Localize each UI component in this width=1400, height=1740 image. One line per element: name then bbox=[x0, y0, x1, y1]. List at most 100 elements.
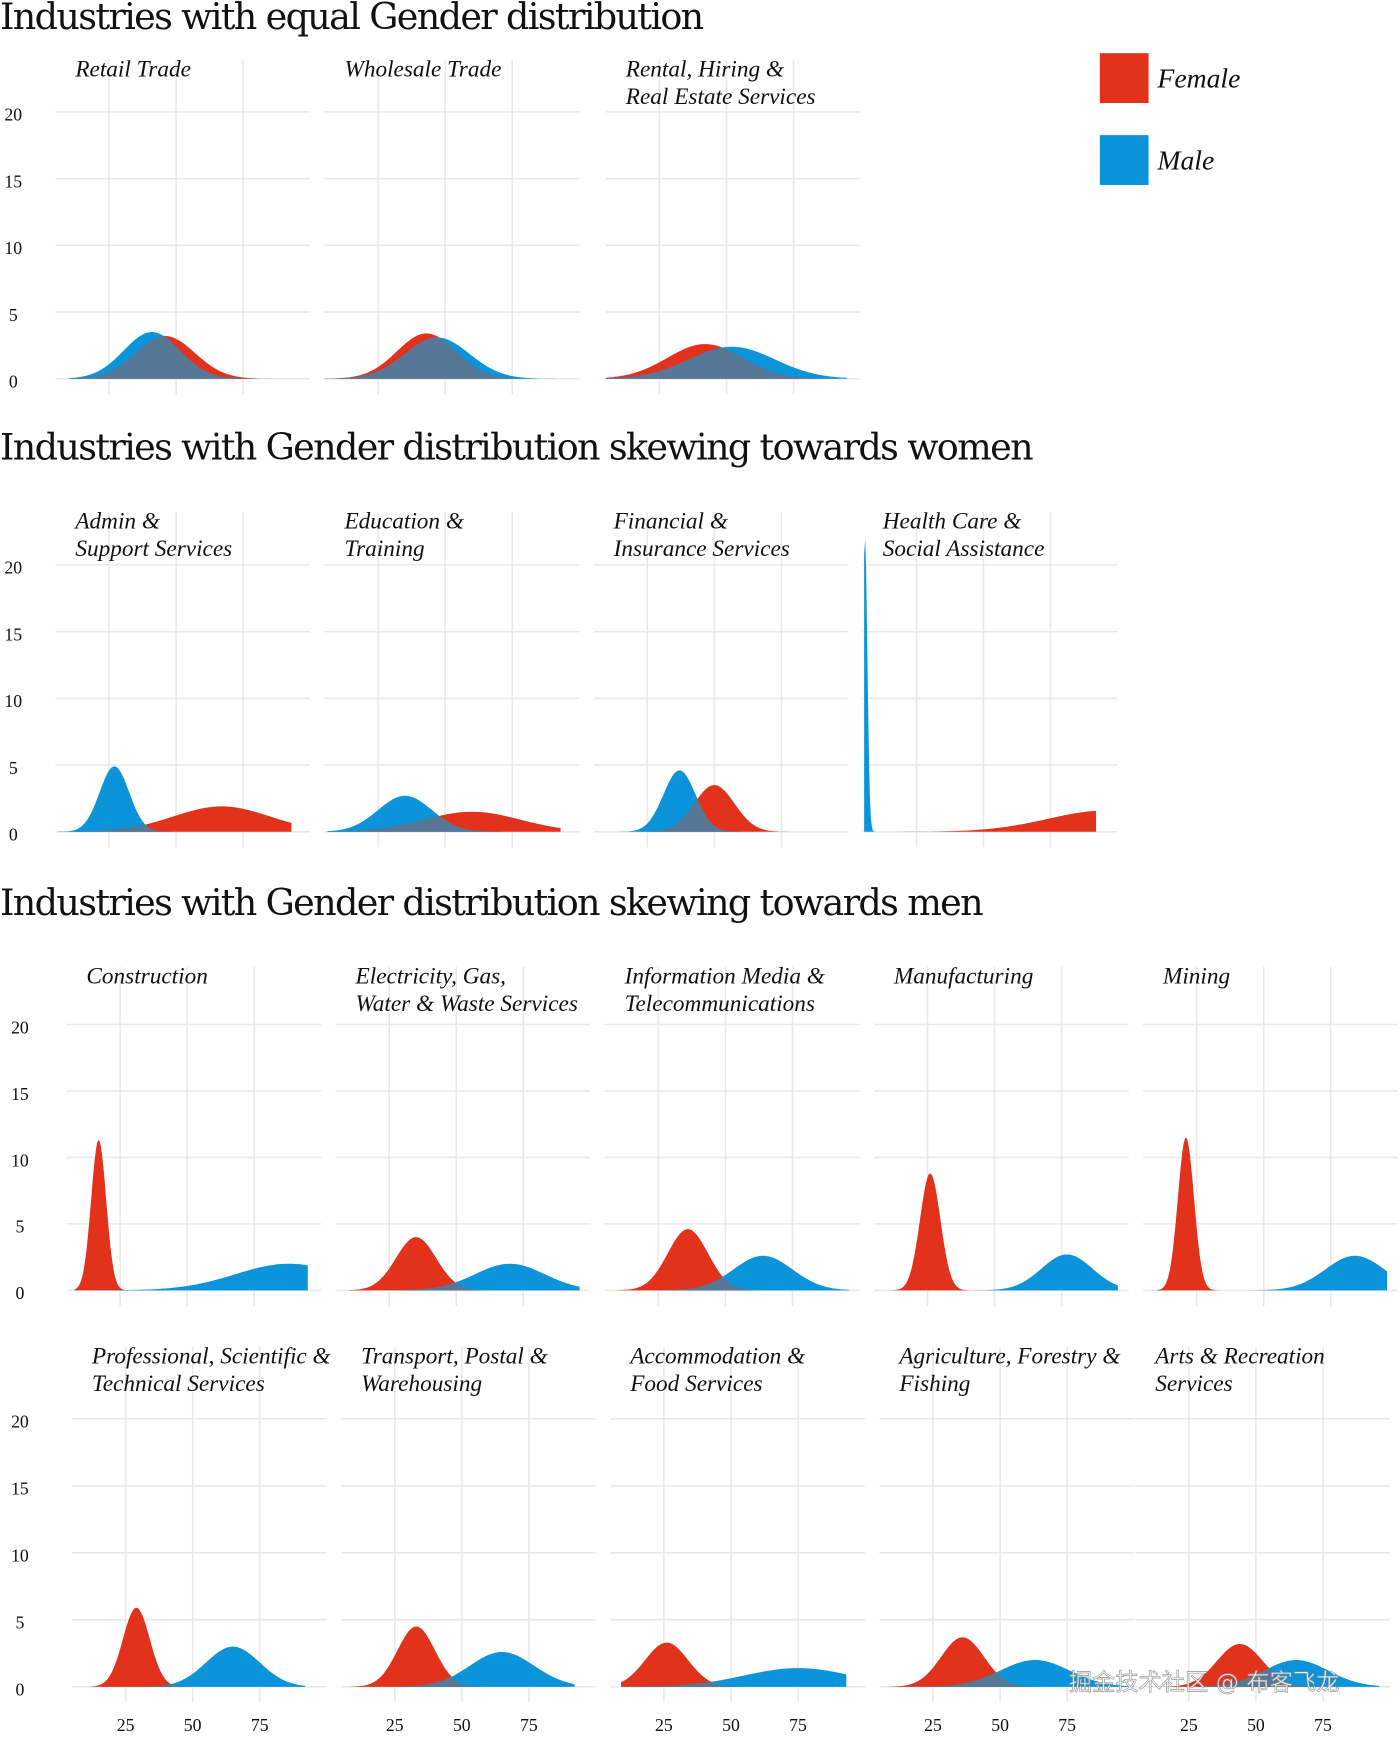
panel-title: Technical Services bbox=[92, 1371, 265, 1397]
panel-title: Health Care & bbox=[882, 508, 1022, 534]
female-density-area bbox=[1143, 1643, 1380, 1687]
female-density-area bbox=[621, 1642, 847, 1687]
panel-mining: Mining bbox=[1143, 964, 1398, 1306]
male-density-area bbox=[74, 1263, 308, 1291]
panel-title: Electricity, Gas, bbox=[355, 964, 506, 990]
overlap-density-area bbox=[349, 1282, 580, 1291]
x-tick-label: 50 bbox=[453, 1715, 471, 1735]
panel-title: Real Estate Services bbox=[625, 84, 816, 110]
x-tick-label: 25 bbox=[1180, 1715, 1198, 1735]
female-density-area bbox=[58, 806, 292, 832]
x-tick-label: 50 bbox=[991, 1715, 1009, 1735]
panel-title: Admin & bbox=[73, 508, 160, 534]
panel-title: Construction bbox=[86, 964, 207, 990]
panel-title: Wholesale Trade bbox=[344, 56, 501, 82]
y-tick-label: 20 bbox=[11, 1412, 29, 1432]
panel-health-care-social-assistance: Health Care &Social Assistance bbox=[862, 508, 1118, 848]
panel-information-media-telecommunications: Information Media &Telecommunications bbox=[604, 964, 860, 1306]
x-tick-label: 25 bbox=[655, 1715, 673, 1735]
x-tick-label: 50 bbox=[184, 1715, 202, 1735]
panel-agriculture-forestry-fishing: Agriculture, Forestry &Fishing 25 50 75 bbox=[879, 1343, 1135, 1735]
panel-title: Food Services bbox=[629, 1371, 762, 1397]
y-tick-label: 5 bbox=[16, 1613, 25, 1633]
panel-title: Financial & bbox=[613, 508, 728, 534]
panel-title: Warehousing bbox=[361, 1371, 482, 1397]
male-density-area bbox=[887, 1660, 1135, 1687]
panel-title: Mining bbox=[1162, 964, 1230, 990]
y-tick-label: 15 bbox=[11, 1084, 29, 1104]
panel-title: Information Media & bbox=[624, 964, 825, 990]
panel-rental-hiring-real-estate-services: Rental, Hiring &Real Estate Services bbox=[605, 56, 861, 395]
male-density-area bbox=[349, 1651, 575, 1687]
panel-title: Training bbox=[344, 536, 424, 562]
panel-title: Transport, Postal & bbox=[361, 1343, 548, 1369]
panel-title: Social Assistance bbox=[883, 536, 1045, 562]
female-density-area bbox=[864, 810, 1097, 832]
x-tick-label: 75 bbox=[520, 1715, 538, 1735]
x-tick-label: 75 bbox=[789, 1715, 807, 1735]
overlap-density-area bbox=[327, 815, 561, 832]
panel-title: Manufacturing bbox=[893, 964, 1034, 990]
y-tick-label: 0 bbox=[9, 372, 18, 392]
x-tick-label: 25 bbox=[924, 1715, 942, 1735]
panel-title: Arts & Recreation bbox=[1153, 1343, 1325, 1369]
legend-female-swatch bbox=[1099, 53, 1149, 104]
y-tick-label: 10 bbox=[11, 1546, 29, 1566]
y-tick-label: 20 bbox=[11, 1017, 29, 1037]
female-density-area bbox=[618, 1229, 849, 1291]
x-tick-label: 75 bbox=[251, 1715, 269, 1735]
female-density-area bbox=[887, 1173, 1118, 1291]
panel-title: Agriculture, Forestry & bbox=[897, 1343, 1120, 1369]
x-tick-label: 50 bbox=[722, 1715, 740, 1735]
legend-male-label: Male bbox=[1156, 144, 1214, 175]
male-density-area bbox=[327, 795, 561, 832]
panel-professional-scientific-technical-services: Professional, Scientific &Technical Serv… bbox=[72, 1343, 331, 1735]
panel-wholesale-trade: Wholesale Trade bbox=[324, 56, 580, 395]
male-density-area bbox=[1156, 1255, 1388, 1291]
panel-title: Fishing bbox=[898, 1371, 970, 1397]
y-tick-label: 5 bbox=[16, 1217, 25, 1237]
panel-construction: Construction bbox=[66, 964, 322, 1306]
y-tick-label: 5 bbox=[9, 758, 18, 778]
overlap-density-area bbox=[58, 824, 292, 832]
x-tick-label: 50 bbox=[1247, 1715, 1265, 1735]
female-density-area bbox=[90, 1607, 306, 1687]
panel-education-training: Education &Training bbox=[324, 508, 580, 848]
x-tick-label: 75 bbox=[1058, 1715, 1076, 1735]
section-title: Industries with Gender distribution skew… bbox=[0, 881, 983, 924]
panel-electricity-gas-water-waste-services: Electricity, Gas,Water & Waste Services bbox=[335, 964, 591, 1306]
y-tick-label: 10 bbox=[11, 1150, 29, 1170]
panel-title: Accommodation & bbox=[628, 1343, 805, 1369]
male-density-area bbox=[618, 1255, 849, 1291]
male-density-area bbox=[349, 1263, 580, 1291]
overlap-density-area bbox=[618, 1276, 849, 1291]
panel-title: Insurance Services bbox=[613, 536, 790, 562]
panel-title: Support Services bbox=[75, 536, 232, 562]
y-tick-label: 0 bbox=[9, 825, 18, 845]
section-title: Industries with Gender distribution skew… bbox=[0, 426, 1033, 469]
female-density-area bbox=[74, 1140, 308, 1291]
y-tick-label: 15 bbox=[11, 1479, 29, 1499]
panel-retail-trade: Retail Trade bbox=[55, 56, 311, 395]
female-density-area bbox=[1156, 1137, 1388, 1291]
watermark: 掘金技术社区 @ 布客飞龙 bbox=[1069, 1669, 1340, 1696]
overlap-density-area bbox=[1143, 1668, 1380, 1687]
male-density-area bbox=[90, 1646, 306, 1687]
female-density-area bbox=[887, 1637, 1135, 1687]
female-density-area bbox=[349, 1237, 580, 1291]
male-density-area bbox=[864, 538, 1097, 832]
y-tick-label: 20 bbox=[4, 558, 22, 578]
overlap-density-area bbox=[68, 336, 278, 379]
overlap-density-area bbox=[349, 1676, 575, 1687]
male-density-area bbox=[612, 770, 822, 832]
panel-title: Water & Waste Services bbox=[356, 991, 578, 1017]
y-tick-label: 15 bbox=[4, 171, 22, 191]
y-tick-label: 5 bbox=[9, 305, 18, 325]
legend: Female Male bbox=[1099, 53, 1240, 185]
y-tick-label: 10 bbox=[4, 238, 22, 258]
panel-title: Rental, Hiring & bbox=[625, 56, 784, 82]
panel-title: Education & bbox=[343, 508, 463, 534]
x-tick-label: 25 bbox=[386, 1715, 404, 1735]
